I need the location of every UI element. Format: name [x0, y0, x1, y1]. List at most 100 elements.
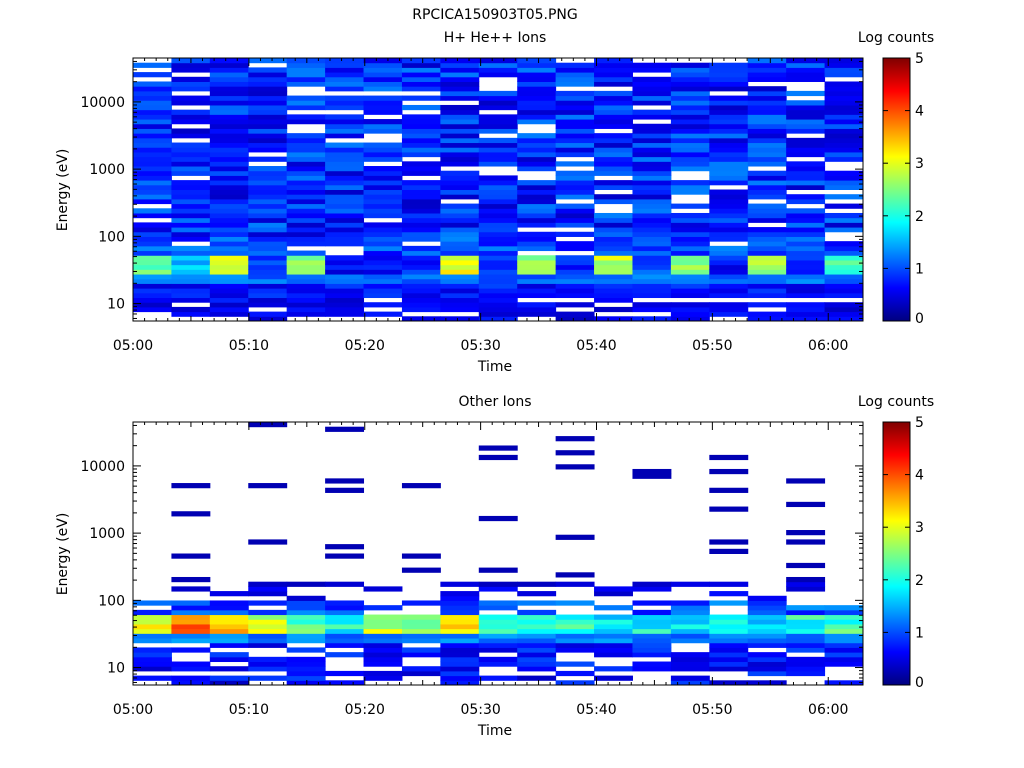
heatmap-cell [709, 198, 749, 205]
heatmap-cell [709, 180, 749, 186]
heatmap-cell [171, 274, 211, 280]
heatmap-cell [363, 100, 403, 106]
heatmap-cell [171, 231, 211, 237]
heatmap-cell [325, 114, 365, 120]
heatmap-cell [171, 633, 211, 639]
heatmap-cell [709, 86, 749, 92]
heatmap-cell [555, 600, 595, 606]
heatmap-cell [401, 166, 441, 172]
heatmap-cell [709, 652, 749, 658]
heatmap-cell [478, 227, 518, 233]
heatmap-cell [440, 58, 480, 64]
heatmap-cell [325, 283, 365, 289]
heatmap-cell [401, 600, 441, 606]
heatmap-cell [747, 245, 787, 252]
heatmap-cell [440, 104, 480, 111]
heatmap-cell [248, 212, 288, 219]
heatmap-cell [248, 231, 288, 237]
heatmap-cell [248, 147, 288, 153]
heatmap-cell [478, 675, 518, 681]
heatmap-cell [517, 184, 557, 190]
heatmap-cell [440, 90, 480, 97]
heatmap-cell [747, 274, 787, 280]
heatmap-cell [209, 62, 249, 68]
heatmap-cell [171, 605, 211, 611]
heatmap-cell [555, 170, 595, 176]
heatmap-cell [478, 302, 518, 308]
heatmap-cell [248, 180, 288, 186]
heatmap-cell [824, 147, 864, 153]
heatmap-cell [478, 62, 518, 68]
heatmap-cell [440, 306, 480, 313]
heatmap-cell [747, 302, 787, 308]
heatmap-cell [440, 605, 480, 611]
heatmap-cell [133, 278, 172, 284]
heatmap-cell [286, 198, 326, 205]
heatmap-cell [632, 208, 672, 214]
heatmap-cell [440, 245, 480, 252]
heatmap-cell [133, 661, 172, 667]
heatmap-cell [632, 274, 672, 280]
heatmap-cell [286, 161, 326, 167]
heatmap-cell [670, 628, 710, 634]
heatmap-cell [363, 156, 403, 162]
heatmap-cell [478, 515, 518, 522]
heatmap-cell [555, 436, 595, 442]
y-tick-label: 1000 [89, 526, 125, 542]
heatmap-cell [209, 212, 249, 219]
heatmap-cell [478, 128, 518, 134]
colorbar-tick-label: 4 [915, 104, 924, 120]
heatmap-cell [363, 166, 403, 172]
heatmap-cell [401, 619, 441, 625]
heatmap-cell [670, 605, 710, 611]
heatmap-cell [325, 217, 365, 223]
heatmap-cell [786, 666, 826, 672]
heatmap-cell [517, 656, 557, 663]
heatmap-cell [325, 487, 365, 493]
heatmap-cell [248, 656, 288, 663]
heatmap-cell [171, 647, 211, 653]
heatmap-cell [171, 147, 211, 153]
heatmap-cell [670, 137, 710, 144]
heatmap-cell [632, 170, 672, 176]
heatmap-cell [517, 614, 557, 620]
heatmap-cell [517, 100, 557, 106]
heatmap-cell [555, 137, 595, 144]
heatmap-cell [401, 198, 441, 205]
heatmap-cell [440, 274, 480, 280]
heatmap-cell [824, 311, 864, 317]
heatmap-cell [133, 638, 172, 644]
heatmap-cell [555, 212, 595, 219]
heatmap-cell [747, 633, 787, 639]
heatmap-cell [670, 619, 710, 625]
heatmap-cell [440, 259, 480, 266]
heatmap-cell [824, 156, 864, 162]
heatmap-cell [286, 114, 326, 120]
heatmap-cell [747, 62, 787, 68]
heatmap-cell [747, 170, 787, 176]
heatmap-cell [824, 302, 864, 308]
heatmap-cell [594, 119, 633, 125]
heatmap-cell [440, 128, 480, 134]
heatmap-cell [632, 109, 672, 115]
heatmap-cell [709, 623, 749, 630]
heatmap-cell [709, 156, 749, 162]
heatmap-cell [171, 208, 211, 214]
heatmap-cell [555, 269, 595, 275]
heatmap-cell [171, 76, 211, 82]
heatmap-cell [363, 67, 403, 73]
heatmap-cell [248, 661, 288, 667]
heatmap-cell [171, 236, 211, 242]
colorbar-tick-label: 0 [915, 675, 924, 691]
heatmap-cell [786, 123, 826, 129]
heatmap-cell [171, 222, 211, 228]
heatmap-cell [786, 170, 826, 176]
heatmap-cell [747, 670, 787, 677]
heatmap-cell [594, 647, 633, 653]
heatmap-cell [325, 600, 365, 606]
heatmap-cell [824, 609, 864, 616]
heatmap-cell [363, 184, 403, 190]
heatmap-cell [171, 128, 211, 134]
heatmap-cell [325, 628, 365, 634]
